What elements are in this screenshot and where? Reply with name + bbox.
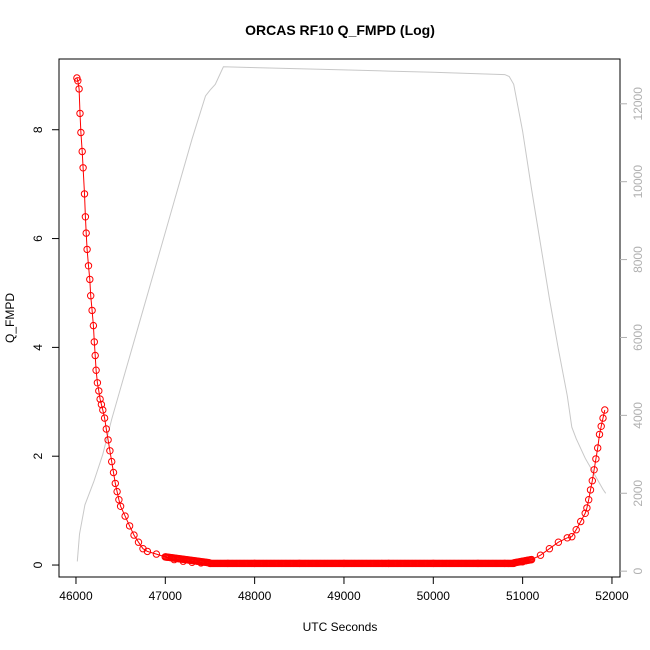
q-fmpd-point bbox=[108, 457, 116, 466]
q-fmpd-point bbox=[115, 496, 123, 504]
q-fmpd-point bbox=[113, 487, 121, 496]
y2-tick-label: 10000 bbox=[631, 165, 645, 199]
chart-title: ORCAS RF10 Q_FMPD (Log) bbox=[245, 22, 435, 38]
q-fmpd-point bbox=[111, 479, 120, 488]
y-tick-label: 4 bbox=[31, 344, 45, 351]
y2-tick-label: 4000 bbox=[631, 402, 645, 429]
y-tick-label: 6 bbox=[31, 235, 45, 242]
y-tick-label: 8 bbox=[31, 126, 45, 133]
q-fmpd-point bbox=[80, 190, 89, 198]
x-tick-label: 51000 bbox=[506, 589, 540, 603]
right-axis-series-line bbox=[76, 66, 607, 562]
x-tick-label: 49000 bbox=[327, 589, 361, 603]
q-fmpd-point bbox=[563, 534, 571, 542]
q-fmpd-point bbox=[109, 468, 118, 477]
q-fmpd-point bbox=[104, 436, 112, 444]
y-axis: 0 2 4 6 8 bbox=[31, 126, 59, 568]
y2-tick-label: 6000 bbox=[631, 324, 645, 351]
q-fmpd-point bbox=[594, 444, 602, 452]
x-tick-label: 50000 bbox=[417, 589, 451, 603]
q-fmpd-point bbox=[597, 422, 605, 430]
q-fmpd-point bbox=[581, 509, 589, 517]
q-fmpd-point bbox=[96, 395, 104, 403]
x-tick-label: 46000 bbox=[59, 589, 93, 603]
q-fmpd-point bbox=[102, 425, 111, 433]
q-fmpd-point bbox=[92, 366, 100, 374]
q-fmpd-point bbox=[84, 262, 93, 270]
q-fmpd-point bbox=[106, 447, 114, 455]
q-fmpd-point bbox=[585, 496, 593, 504]
q-fmpd-point bbox=[599, 414, 607, 422]
q-fmpd-point bbox=[554, 538, 563, 546]
q-fmpd-point bbox=[87, 292, 95, 300]
q-fmpd-point bbox=[577, 517, 585, 526]
q-fmpd-point bbox=[90, 338, 99, 346]
q-fmpd-point bbox=[82, 229, 90, 237]
x-axis: 46000 47000 48000 49000 50000 51000 52000 bbox=[59, 577, 629, 603]
x-tick-label: 48000 bbox=[238, 589, 272, 603]
q-fmpd-point bbox=[592, 455, 600, 463]
q-fmpd-point bbox=[130, 531, 138, 539]
q-fmpd-point bbox=[81, 213, 90, 221]
q-fmpd-point bbox=[536, 551, 545, 559]
q-fmpd-point bbox=[595, 430, 604, 439]
q-fmpd-point bbox=[116, 502, 125, 510]
q-fmpd-point bbox=[74, 77, 82, 85]
series-layer bbox=[73, 66, 609, 568]
q-fmpd-point bbox=[601, 406, 609, 414]
q-fmpd-point bbox=[77, 128, 85, 137]
q-fmpd-point bbox=[76, 109, 84, 118]
x-axis-label: UTC Seconds bbox=[303, 620, 378, 634]
y2-tick-label: 8000 bbox=[631, 246, 645, 273]
q-fmpd-point bbox=[572, 526, 580, 534]
y2-tick-label: 2000 bbox=[631, 480, 645, 507]
q-fmpd-point bbox=[583, 504, 591, 512]
q-fmpd-point bbox=[545, 545, 554, 553]
q-fmpd-point bbox=[97, 400, 106, 409]
q-fmpd-point bbox=[91, 351, 99, 360]
q-fmpd-point bbox=[143, 547, 152, 556]
q-fmpd-point bbox=[125, 522, 134, 530]
q-fmpd-point bbox=[527, 556, 535, 564]
q-fmpd-point bbox=[79, 164, 87, 172]
y2-tick-label: 0 bbox=[631, 568, 645, 575]
q-fmpd-point bbox=[88, 306, 96, 315]
q-fmpd-point bbox=[93, 379, 102, 387]
q-fmpd-point bbox=[89, 321, 98, 330]
q-fmpd-point bbox=[586, 486, 595, 494]
q-fmpd-point bbox=[83, 245, 91, 254]
q-fmpd-point bbox=[86, 275, 94, 284]
q-fmpd-point bbox=[121, 512, 129, 520]
q-fmpd-point bbox=[95, 387, 103, 395]
q-fmpd-point bbox=[568, 533, 576, 541]
y-axis-label: Q_FMPD bbox=[3, 293, 17, 343]
q-fmpd-point bbox=[590, 466, 598, 474]
q-fmpd-point bbox=[152, 550, 161, 558]
y2-tick-label: 12000 bbox=[631, 87, 645, 121]
x-tick-label: 52000 bbox=[595, 589, 629, 603]
y-tick-label: 2 bbox=[31, 453, 45, 460]
q-fmpd-point bbox=[100, 414, 109, 422]
q-fmpd-point bbox=[75, 85, 83, 93]
x-tick-label: 47000 bbox=[149, 589, 183, 603]
y2-axis: 0 2000 4000 6000 8000 10000 12000 bbox=[620, 87, 645, 575]
q-fmpd-point bbox=[588, 477, 596, 485]
plot-frame bbox=[58, 58, 621, 578]
y-tick-label: 0 bbox=[31, 561, 45, 568]
q-fmpd-point bbox=[99, 406, 107, 414]
q-fmpd-point bbox=[134, 538, 143, 546]
q-fmpd-point bbox=[78, 147, 86, 156]
